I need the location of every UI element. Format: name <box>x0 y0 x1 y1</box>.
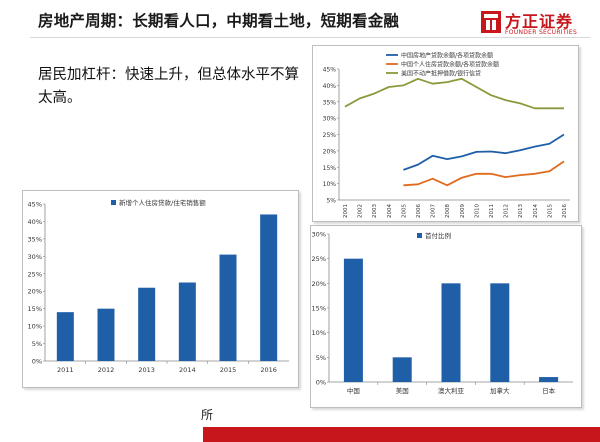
x-tick-label: 2016 <box>562 204 568 218</box>
x-tick-label: 2001 <box>343 204 349 218</box>
y-tick-label: 5% <box>326 198 336 205</box>
footer-bar <box>203 427 600 442</box>
bar-5 <box>539 377 559 382</box>
legend-swatch <box>111 200 116 205</box>
footer-text: 所 <box>201 408 214 422</box>
bar-4 <box>178 282 196 361</box>
legend-label-1: 中国房地产贷款余额/各项贷款余额 <box>401 52 493 60</box>
y-tick-label: 40% <box>28 218 42 226</box>
bar-2 <box>97 308 115 361</box>
bar-4 <box>490 283 510 382</box>
bar-chart-1-panel: 0% 5% 10% 15% 20% 25% 30% 35% 40% 45% 2011 2012 2013… <box>22 190 299 388</box>
x-tick-label: 2006 <box>416 204 422 218</box>
bar-chart-2-panel: 0% 5% 10% 15% 20% 25% 30% 中国 美国 澳大利亚 加拿大 日本 首付比例 <box>310 225 582 408</box>
x-tick-label: 2012 <box>504 204 510 218</box>
x-tick-label: 中国 <box>347 386 360 395</box>
y-tick-label: 25% <box>323 132 337 139</box>
x-tick-label: 美国 <box>396 386 409 395</box>
line-chart-panel: 5% 10% 15% 20% 25% 30% 35% 40% 45% 2001 2002 2003 20… <box>312 45 579 222</box>
y-tick-label: 10% <box>323 181 337 188</box>
y-tick-label: 45% <box>323 67 337 74</box>
x-tick-label: 2008 <box>445 204 451 218</box>
bar-1 <box>56 312 74 361</box>
x-tick-label: 加拿大 <box>490 386 510 395</box>
y-tick-label: 5% <box>32 340 42 348</box>
x-tick-label: 2004 <box>387 204 393 218</box>
y-tick-label: 20% <box>312 280 326 288</box>
logo-mark-icon <box>481 11 501 33</box>
y-tick-label: 15% <box>28 305 42 313</box>
series-line-3 <box>344 77 564 110</box>
y-tick-label: 20% <box>28 288 42 296</box>
y-tick-label: 10% <box>28 323 42 331</box>
body-text: 居民加杠杆：快速上升，但总体水平不算太高。 <box>38 67 299 106</box>
legend-label: 新增个人住房贷款/住宅销售额 <box>119 198 206 207</box>
x-tick-label: 2005 <box>401 204 407 218</box>
bar-6 <box>260 214 278 361</box>
title-rule <box>30 37 590 38</box>
y-tick-label: 25% <box>28 270 42 278</box>
company-logo: 方正证券 FOUNDER SECURITIES <box>480 8 595 42</box>
x-tick-label: 2014 <box>179 366 196 374</box>
x-tick-label: 2003 <box>372 204 378 218</box>
logo-subtitle: FOUNDER SECURITIES <box>505 29 578 36</box>
x-tick-label: 2015 <box>547 204 553 218</box>
y-tick-label: 30% <box>323 116 337 123</box>
x-tick-label: 日本 <box>542 386 556 395</box>
y-tick-label: 30% <box>312 231 326 239</box>
slide-title: 房地产周期：长期看人口，中期看土地，短期看金融 <box>38 12 400 30</box>
legend-swatch <box>417 233 422 238</box>
logo-name: 方正证券 <box>505 12 574 31</box>
y-tick-label: 20% <box>323 148 337 155</box>
y-tick-label: 0% <box>32 358 42 366</box>
line-chart: 5% 10% 15% 20% 25% 30% 35% 40% 45% 2001 2002 2003 20… <box>323 52 570 218</box>
x-tick-label: 2009 <box>460 204 466 218</box>
x-tick-label: 澳大利亚 <box>438 386 465 395</box>
legend-label-3: 美国不动产抵押借款/银行信贷 <box>401 70 481 78</box>
bar-2 <box>392 357 412 382</box>
x-tick-label: 2015 <box>220 366 237 374</box>
y-tick-label: 35% <box>323 99 337 106</box>
y-tick-label: 0% <box>316 379 326 387</box>
y-tick-label: 25% <box>312 255 326 263</box>
x-tick-label: 2012 <box>98 366 115 374</box>
x-tick-label: 2013 <box>138 366 155 374</box>
bar-5 <box>219 254 237 361</box>
y-tick-label: 35% <box>28 235 42 243</box>
x-tick-label: 2007 <box>431 204 437 218</box>
y-tick-label: 30% <box>28 253 42 261</box>
legend-label-2: 中国个人住房贷款余额/各项贷款余额 <box>401 61 499 69</box>
series-line-2 <box>403 160 565 187</box>
x-tick-label: 2013 <box>518 204 524 218</box>
y-tick-label: 15% <box>323 165 337 172</box>
bar-3 <box>441 283 461 382</box>
y-tick-label: 5% <box>316 354 326 362</box>
x-tick-label: 2016 <box>260 366 277 374</box>
bar-chart-1: 0% 5% 10% 15% 20% 25% 30% 35% 40% 45% 2011 2012 2013… <box>28 198 289 374</box>
x-tick-label: 2014 <box>533 204 539 218</box>
series-line-1 <box>403 133 565 171</box>
legend-label: 首付比例 <box>425 231 451 240</box>
bar-1 <box>343 258 363 382</box>
y-tick-label: 15% <box>312 305 326 313</box>
bar-chart-2: 0% 5% 10% 15% 20% 25% 30% 中国 美国 澳大利亚 加拿大 日本 首付比例 <box>312 231 573 395</box>
y-tick-label: 40% <box>323 83 337 90</box>
bar-3 <box>138 287 156 361</box>
x-tick-label: 2010 <box>474 204 480 218</box>
y-tick-label: 45% <box>28 201 42 209</box>
x-tick-label: 2011 <box>489 204 495 218</box>
y-tick-label: 10% <box>312 329 326 337</box>
x-tick-label: 2002 <box>358 204 364 218</box>
x-tick-label: 2011 <box>57 366 74 374</box>
